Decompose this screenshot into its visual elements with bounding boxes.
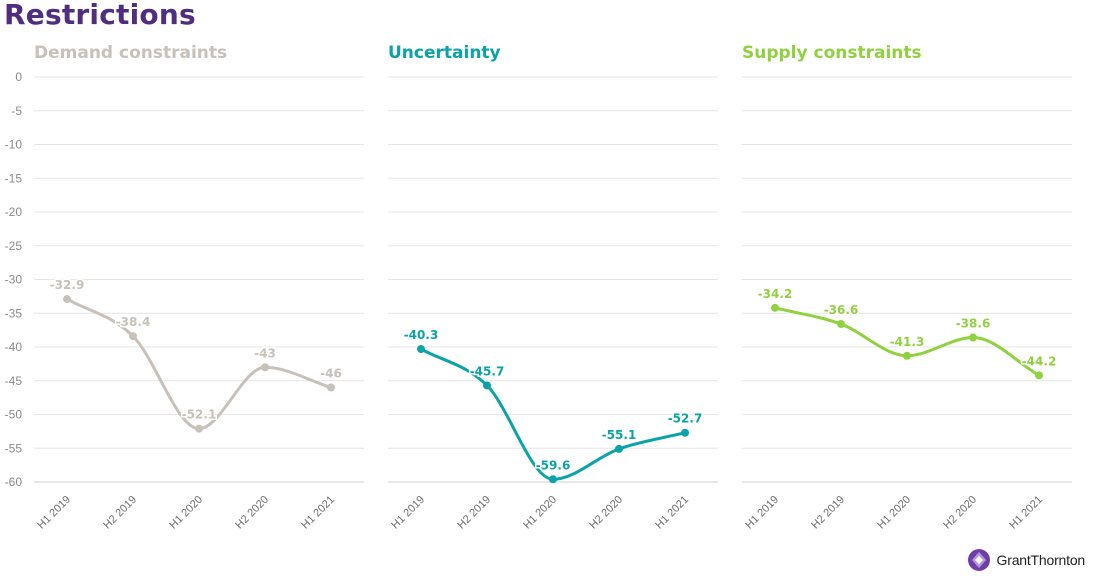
data-label: -43 xyxy=(254,346,276,360)
y-tick-label: -50 xyxy=(5,408,23,422)
data-point xyxy=(327,383,335,392)
x-tick-label: H1 2020 xyxy=(875,494,913,532)
y-tick-label: -40 xyxy=(5,340,23,354)
y-tick-label: -55 xyxy=(5,441,23,455)
data-point xyxy=(483,381,491,390)
grant-thornton-logo: GrantThornton xyxy=(967,548,1085,572)
y-tick-label: -20 xyxy=(5,205,23,219)
y-tick-label: 0 xyxy=(15,70,22,84)
panel-title: Uncertainty xyxy=(388,43,501,63)
data-point xyxy=(615,444,623,453)
x-tick-label: H1 2021 xyxy=(299,494,337,532)
data-point xyxy=(63,295,71,304)
data-point xyxy=(549,475,557,484)
y-tick-label: -5 xyxy=(11,104,22,118)
chart-panel-1: Uncertainty -40.3 -45.7 -59.6 -55.1 -52.7 H1 2… xyxy=(388,43,718,532)
data-label: -52.7 xyxy=(668,412,703,426)
x-tick-label: H2 2019 xyxy=(809,494,847,532)
brand-name: GrantThornton xyxy=(996,552,1086,568)
data-label: -32.9 xyxy=(50,278,85,292)
data-point xyxy=(969,333,977,342)
data-point xyxy=(903,351,911,360)
x-tick-label: H1 2021 xyxy=(653,494,691,532)
x-tick-label: H1 2020 xyxy=(167,494,205,532)
x-tick-label: H1 2019 xyxy=(35,494,73,532)
x-tick-label: H1 2019 xyxy=(743,494,781,532)
page-title: Restrictions xyxy=(4,0,196,31)
x-tick-label: H2 2020 xyxy=(587,494,625,532)
x-tick-label: H1 2021 xyxy=(1007,494,1045,532)
data-point xyxy=(771,303,779,312)
data-label: -59.6 xyxy=(536,458,571,472)
data-label: -44.2 xyxy=(1022,354,1057,368)
data-label: -38.4 xyxy=(116,315,151,329)
y-tick-label: -45 xyxy=(5,374,23,388)
panel-title: Demand constraints xyxy=(34,43,227,63)
data-point xyxy=(681,428,689,437)
x-tick-label: H2 2020 xyxy=(233,494,271,532)
data-label: -41.3 xyxy=(890,335,925,349)
x-tick-label: H1 2020 xyxy=(521,494,559,532)
chart-panel-0: Demand constraints -32.9 -38.4 -52.1 -43 -46 H… xyxy=(34,43,364,532)
chart-panel-2: Supply constraints -34.2 -36.6 -41.3 -38.6 -4… xyxy=(742,43,1072,532)
y-tick-label: -25 xyxy=(5,239,23,253)
y-tick-label: -30 xyxy=(5,273,23,287)
data-point xyxy=(129,332,137,341)
x-tick-label: H2 2019 xyxy=(455,494,493,532)
data-point xyxy=(417,345,425,354)
y-tick-label: -60 xyxy=(5,475,23,489)
y-tick-label: -15 xyxy=(5,171,23,185)
x-tick-label: H2 2020 xyxy=(941,494,979,532)
data-point xyxy=(837,320,845,329)
data-point xyxy=(261,363,269,372)
data-label: -36.6 xyxy=(824,303,859,317)
data-label: -40.3 xyxy=(404,328,439,342)
data-point xyxy=(195,424,203,433)
y-tick-label: -10 xyxy=(5,138,23,152)
data-point xyxy=(1035,371,1043,380)
panel-title: Supply constraints xyxy=(742,43,922,63)
data-label: -38.6 xyxy=(956,317,991,331)
data-label: -52.1 xyxy=(182,408,217,422)
data-label: -55.1 xyxy=(602,428,637,442)
data-label: -46 xyxy=(320,367,342,381)
data-label: -45.7 xyxy=(470,364,505,378)
grant-thornton-icon xyxy=(967,549,990,571)
x-tick-label: H2 2019 xyxy=(101,494,139,532)
y-tick-label: -35 xyxy=(5,306,23,320)
data-label: -34.2 xyxy=(758,287,793,301)
x-tick-label: H1 2019 xyxy=(389,494,427,532)
